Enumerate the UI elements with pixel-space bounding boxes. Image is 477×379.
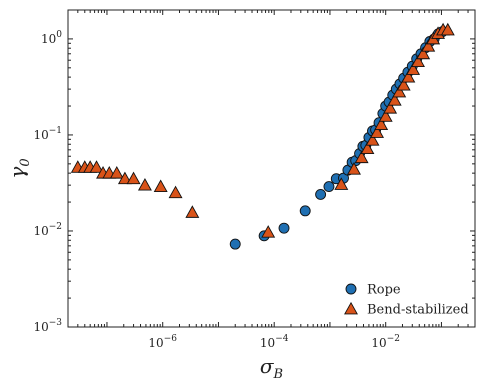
bend-stabilized-data-point (168, 185, 183, 199)
rope-data-point (315, 189, 327, 200)
bend-stabilized-data-point (185, 205, 200, 218)
series-bend-stabilized (70, 22, 455, 238)
y-tick-label: 10−2 (33, 222, 62, 238)
bend-stabilized-data-point (401, 69, 416, 83)
y-tick-label: 100 (41, 30, 62, 46)
bend-stabilized-data-point (392, 84, 407, 98)
legend-bend-stabilized-marker (344, 301, 358, 315)
bend-stabilized-data-point (411, 54, 425, 68)
y-axis-label: γ0 (5, 158, 33, 178)
bend-stabilized-data-point (374, 117, 389, 131)
bend-stabilized-data-point (421, 39, 436, 52)
bend-stabilized-data-point (378, 109, 393, 122)
rope-data-point (299, 205, 311, 217)
bend-stabilized-data-point (137, 178, 152, 191)
bend-stabilized-data-point (354, 150, 369, 164)
bend-stabilized-data-point (89, 160, 104, 173)
x-tick-label: 10−4 (260, 334, 289, 350)
bend-stabilized-data-point (416, 46, 431, 60)
bend-stabilized-data-point (360, 141, 375, 155)
rope-data-point (323, 181, 335, 193)
bend-stabilized-data-point (370, 125, 385, 138)
bend-stabilized-data-point (406, 62, 421, 75)
bend-stabilized-data-point (387, 93, 402, 106)
bend-stabilized-data-point (440, 22, 455, 36)
x-tick-label: 10−2 (371, 334, 400, 350)
bend-stabilized-data-point (261, 225, 276, 238)
rope-data-point (278, 222, 290, 234)
bend-stabilized-data-point (383, 101, 398, 114)
x-axis-label: σB (260, 354, 283, 379)
rope-data-point (229, 238, 241, 250)
legend-rope-marker (345, 283, 357, 295)
series-rope (229, 26, 448, 250)
y-tick-label: 10−1 (33, 126, 62, 142)
bend-stabilized-data-point (153, 179, 168, 192)
bend-stabilized-data-point (117, 171, 132, 185)
legend-label: Rope (367, 283, 401, 298)
bend-stabilized-data-point (334, 177, 349, 190)
legend: Rope Bend-stabilized (344, 283, 469, 318)
bend-stabilized-data-point (126, 171, 141, 185)
bend-stabilized-data-point (396, 78, 411, 91)
bend-stabilized-data-point (365, 133, 380, 146)
bend-stabilized-data-point (109, 166, 124, 179)
y-tick-label: 10−3 (33, 318, 62, 334)
x-tick-label: 10−6 (148, 334, 177, 350)
bend-stabilized-data-point (347, 162, 361, 175)
legend-label: Bend-stabilized (367, 303, 469, 318)
